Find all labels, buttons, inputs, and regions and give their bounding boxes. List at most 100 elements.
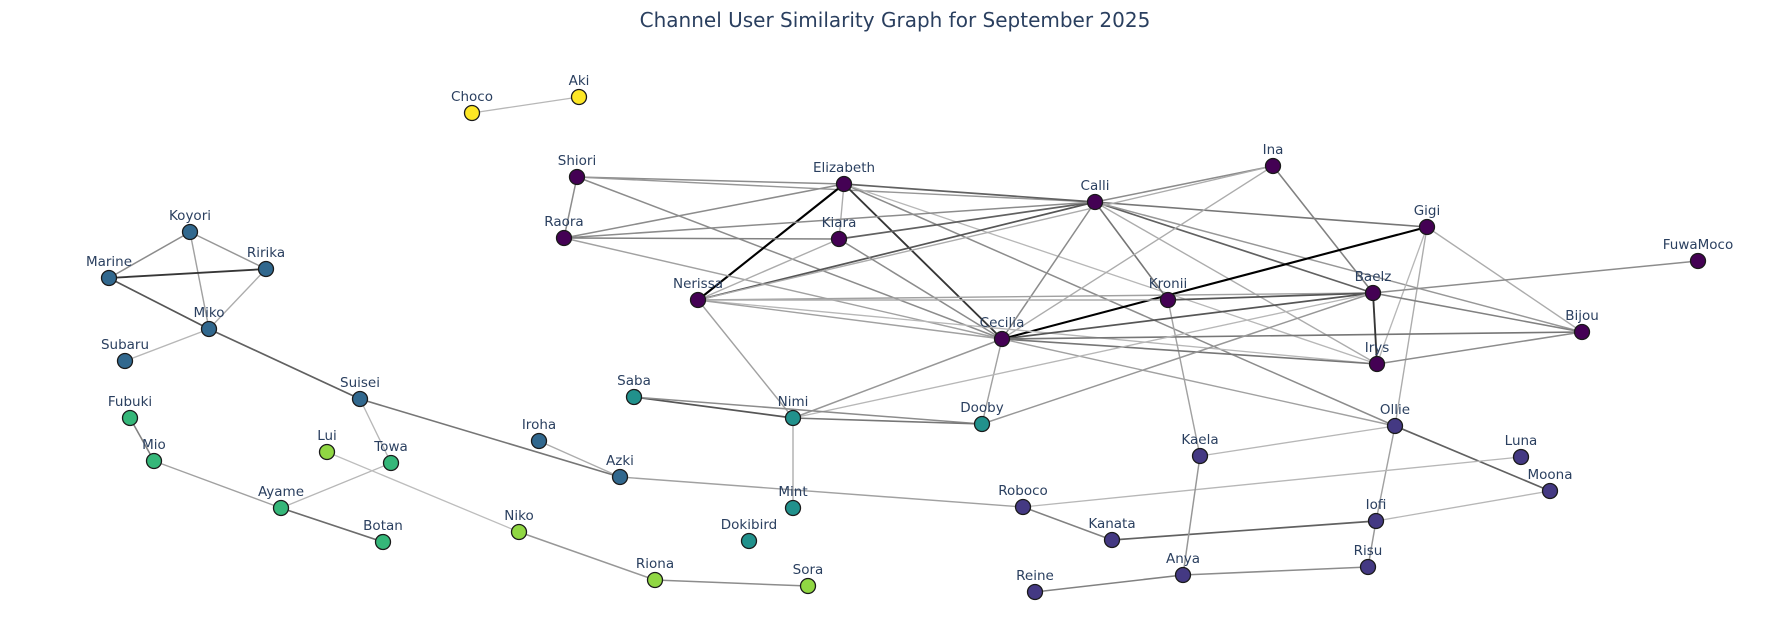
node-nerissa[interactable]: Nerissa bbox=[673, 276, 723, 309]
node-marker-ririka[interactable] bbox=[257, 260, 275, 278]
node-niko[interactable]: Niko bbox=[504, 508, 534, 541]
node-kanata[interactable]: Kanata bbox=[1088, 516, 1136, 549]
node-marker-mint[interactable] bbox=[784, 499, 802, 517]
node-marker-towa[interactable] bbox=[382, 454, 400, 472]
node-marker-elizabeth[interactable] bbox=[835, 175, 853, 193]
node-marker-shiori[interactable] bbox=[568, 168, 586, 186]
node-marker-ollie[interactable] bbox=[1386, 417, 1404, 435]
node-towa[interactable]: Towa bbox=[373, 439, 408, 472]
node-azki[interactable]: Azki bbox=[606, 453, 634, 486]
node-label-fuwamoco: FuwaMoco bbox=[1663, 237, 1734, 253]
node-ririka[interactable]: Ririka bbox=[247, 245, 285, 278]
node-aki[interactable]: Aki bbox=[569, 73, 590, 106]
node-marker-fubuki[interactable] bbox=[121, 409, 139, 427]
node-miko[interactable]: Miko bbox=[194, 305, 225, 338]
node-marker-marine[interactable] bbox=[100, 269, 118, 287]
node-dokibird[interactable]: Dokibird bbox=[721, 517, 777, 550]
node-marker-reine[interactable] bbox=[1026, 583, 1044, 601]
node-marker-choco[interactable] bbox=[463, 104, 481, 122]
node-mint[interactable]: Mint bbox=[778, 484, 808, 517]
node-suisei[interactable]: Suisei bbox=[340, 375, 380, 408]
node-marker-koyori[interactable] bbox=[181, 223, 199, 241]
node-lui[interactable]: Lui bbox=[317, 428, 337, 461]
node-marker-botan[interactable] bbox=[374, 533, 392, 551]
node-marker-sora[interactable] bbox=[799, 577, 817, 595]
node-elizabeth[interactable]: Elizabeth bbox=[813, 160, 875, 193]
node-marker-baelz[interactable] bbox=[1364, 284, 1382, 302]
node-marker-kaela[interactable] bbox=[1191, 447, 1209, 465]
node-botan[interactable]: Botan bbox=[363, 518, 403, 551]
node-risu[interactable]: Risu bbox=[1354, 543, 1383, 576]
node-shiori[interactable]: Shiori bbox=[558, 153, 596, 186]
node-dooby[interactable]: Dooby bbox=[960, 400, 1004, 433]
node-marker-raora[interactable] bbox=[555, 229, 573, 247]
node-marker-nerissa[interactable] bbox=[689, 291, 707, 309]
node-marker-miko[interactable] bbox=[200, 320, 218, 338]
node-marker-iroha[interactable] bbox=[530, 432, 548, 450]
node-subaru[interactable]: Subaru bbox=[101, 337, 149, 370]
edge-baelz-nimi bbox=[792, 292, 1374, 419]
node-sora[interactable]: Sora bbox=[793, 562, 824, 595]
node-marker-saba[interactable] bbox=[625, 388, 643, 406]
node-kaela[interactable]: Kaela bbox=[1181, 432, 1219, 465]
node-marker-luna[interactable] bbox=[1512, 448, 1530, 466]
node-marker-ayame[interactable] bbox=[272, 499, 290, 517]
node-marker-anya[interactable] bbox=[1174, 566, 1192, 584]
node-marker-fuwamoco[interactable] bbox=[1689, 252, 1707, 270]
node-marker-iofi[interactable] bbox=[1367, 512, 1385, 530]
node-marker-dokibird[interactable] bbox=[740, 532, 758, 550]
node-ina[interactable]: Ina bbox=[1263, 142, 1284, 175]
node-marker-lui[interactable] bbox=[318, 443, 336, 461]
node-marker-roboco[interactable] bbox=[1014, 498, 1032, 516]
node-marker-bijou[interactable] bbox=[1573, 323, 1591, 341]
node-marker-kiara[interactable] bbox=[830, 230, 848, 248]
node-kiara[interactable]: Kiara bbox=[822, 215, 857, 248]
node-ayame[interactable]: Ayame bbox=[258, 484, 304, 517]
node-anya[interactable]: Anya bbox=[1166, 551, 1200, 584]
node-marker-azki[interactable] bbox=[611, 468, 629, 486]
node-choco[interactable]: Choco bbox=[451, 89, 493, 122]
node-marker-irys[interactable] bbox=[1368, 355, 1386, 373]
node-label-saba: Saba bbox=[617, 373, 651, 389]
node-marker-nimi[interactable] bbox=[784, 409, 802, 427]
node-marker-riona[interactable] bbox=[646, 571, 664, 589]
node-marker-moona[interactable] bbox=[1541, 482, 1559, 500]
node-marker-dooby[interactable] bbox=[973, 415, 991, 433]
node-fubuki[interactable]: Fubuki bbox=[108, 394, 152, 427]
node-iofi[interactable]: Iofi bbox=[1366, 497, 1387, 530]
node-kronii[interactable]: Kronii bbox=[1149, 276, 1187, 309]
node-marker-subaru[interactable] bbox=[116, 352, 134, 370]
node-marker-aki[interactable] bbox=[570, 88, 588, 106]
node-reine[interactable]: Reine bbox=[1016, 568, 1054, 601]
node-calli[interactable]: Calli bbox=[1081, 178, 1110, 211]
node-bijou[interactable]: Bijou bbox=[1565, 308, 1599, 341]
node-nimi[interactable]: Nimi bbox=[778, 394, 809, 427]
node-koyori[interactable]: Koyori bbox=[169, 208, 211, 241]
node-ollie[interactable]: Ollie bbox=[1380, 402, 1410, 435]
node-marker-suisei[interactable] bbox=[351, 390, 369, 408]
node-marker-kronii[interactable] bbox=[1159, 291, 1177, 309]
node-marker-cecilia[interactable] bbox=[993, 330, 1011, 348]
node-cecilia[interactable]: Cecilia bbox=[980, 315, 1025, 348]
node-fuwamoco[interactable]: FuwaMoco bbox=[1663, 237, 1734, 270]
node-marker-risu[interactable] bbox=[1359, 558, 1377, 576]
node-marker-calli[interactable] bbox=[1086, 193, 1104, 211]
node-luna[interactable]: Luna bbox=[1505, 433, 1538, 466]
node-marker-mio[interactable] bbox=[145, 452, 163, 470]
node-riona[interactable]: Riona bbox=[636, 556, 674, 589]
node-baelz[interactable]: Baelz bbox=[1355, 269, 1392, 302]
node-irys[interactable]: Irys bbox=[1365, 340, 1390, 373]
node-saba[interactable]: Saba bbox=[617, 373, 651, 406]
node-roboco[interactable]: Roboco bbox=[998, 483, 1048, 516]
node-marker-niko[interactable] bbox=[510, 523, 528, 541]
node-gigi[interactable]: Gigi bbox=[1414, 203, 1441, 236]
node-mio[interactable]: Mio bbox=[142, 437, 166, 470]
node-moona[interactable]: Moona bbox=[1528, 467, 1573, 500]
node-marker-kanata[interactable] bbox=[1103, 531, 1121, 549]
node-raora[interactable]: Raora bbox=[544, 214, 584, 247]
node-marker-gigi[interactable] bbox=[1418, 218, 1436, 236]
node-marine[interactable]: Marine bbox=[86, 254, 132, 287]
node-marker-ina[interactable] bbox=[1264, 157, 1282, 175]
edge-cecilia-irys bbox=[1001, 338, 1378, 365]
node-iroha[interactable]: Iroha bbox=[522, 417, 556, 450]
